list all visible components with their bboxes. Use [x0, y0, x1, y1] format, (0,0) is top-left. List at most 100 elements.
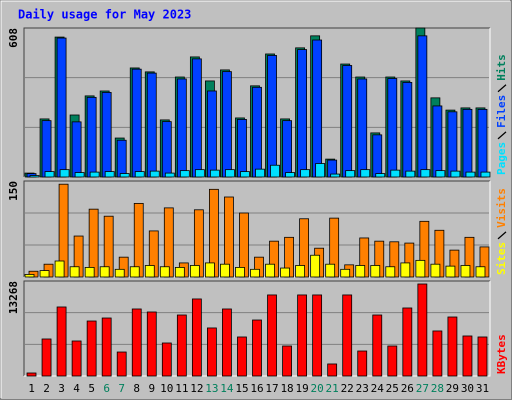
x-tick-label: 22 — [341, 382, 354, 395]
bar — [101, 317, 112, 377]
bar — [237, 119, 247, 178]
x-tick-label: 17 — [265, 382, 278, 395]
x-tick-label: 10 — [160, 382, 173, 395]
bar — [131, 68, 142, 178]
bar — [445, 265, 456, 278]
bar — [146, 311, 157, 377]
bar — [400, 262, 411, 278]
legend-label: Visits — [495, 188, 508, 228]
bar — [222, 308, 232, 377]
x-tick-label: 19 — [295, 382, 308, 395]
bar — [29, 175, 40, 178]
bar — [420, 169, 431, 178]
x-tick-label: 26 — [401, 382, 414, 395]
bar — [432, 105, 443, 178]
bar — [355, 265, 366, 278]
bar — [340, 268, 351, 278]
x-tick-label: 18 — [280, 382, 293, 395]
bar — [372, 134, 383, 178]
bar — [59, 169, 70, 178]
x-tick-label: 23 — [356, 382, 369, 395]
bar — [84, 266, 95, 278]
bar — [315, 163, 326, 178]
bar — [191, 58, 202, 178]
bar — [207, 327, 217, 377]
bar — [342, 294, 353, 377]
bar — [54, 260, 65, 278]
x-tick-label: 31 — [476, 382, 489, 395]
x-tick-label: 24 — [371, 382, 385, 395]
bar — [255, 168, 265, 178]
bar — [417, 283, 428, 377]
panel-shadow — [23, 27, 490, 177]
bar — [357, 350, 368, 377]
bar — [480, 171, 491, 178]
x-tick-label: 16 — [250, 382, 263, 395]
x-tick-label: 11 — [175, 382, 188, 395]
bar — [387, 78, 398, 178]
bar — [56, 37, 67, 178]
bar — [250, 268, 260, 278]
bar — [176, 78, 187, 178]
legend-separator — [497, 84, 507, 93]
bar — [86, 96, 97, 178]
bar — [465, 171, 476, 178]
bar — [342, 65, 353, 178]
x-tick-label: 15 — [235, 382, 248, 395]
bar — [207, 90, 217, 178]
x-tick-label: 8 — [133, 382, 140, 395]
bar — [295, 265, 305, 278]
panel-shadow — [23, 280, 490, 376]
bar — [282, 345, 292, 377]
bar — [225, 169, 235, 178]
bar — [24, 274, 35, 278]
bar — [405, 170, 416, 178]
y-tick-label: 13268 — [7, 281, 20, 314]
bar — [133, 202, 144, 278]
bar — [191, 298, 202, 377]
legend-label: Pages — [495, 142, 508, 175]
bar — [252, 319, 262, 377]
bar — [101, 92, 112, 178]
bar — [222, 71, 232, 178]
bar — [116, 351, 127, 377]
bar — [282, 120, 292, 178]
bar — [161, 121, 172, 178]
bar — [270, 164, 280, 178]
bar — [39, 270, 50, 278]
x-tick-label: 9 — [148, 382, 155, 395]
bar — [194, 169, 205, 178]
x-tick-label: 30 — [461, 382, 474, 395]
legend-label: Sites — [495, 242, 508, 275]
bar — [460, 265, 471, 278]
legend-label: Files — [495, 95, 508, 128]
bar — [144, 265, 155, 278]
bar — [205, 262, 215, 278]
bar — [174, 266, 185, 278]
bar — [69, 266, 80, 278]
bar — [265, 263, 275, 278]
bar — [360, 169, 371, 178]
bar — [387, 345, 398, 377]
bar — [312, 294, 323, 377]
bar — [99, 266, 110, 278]
bar — [56, 306, 67, 377]
x-tick-label: 13 — [205, 382, 218, 395]
bar — [161, 342, 172, 377]
panel-shadow — [23, 180, 490, 277]
bar — [210, 169, 220, 178]
bar — [310, 254, 321, 278]
x-tick-label: 21 — [326, 382, 339, 395]
bar — [179, 170, 190, 178]
bar — [134, 171, 145, 178]
bar — [240, 171, 250, 178]
x-tick-label: 28 — [431, 382, 444, 395]
x-tick-label: 5 — [88, 382, 95, 395]
legend-separator — [497, 231, 507, 240]
legend-label: Hits — [495, 54, 508, 81]
bar — [176, 314, 187, 377]
bar — [146, 72, 157, 178]
bar — [41, 120, 52, 178]
